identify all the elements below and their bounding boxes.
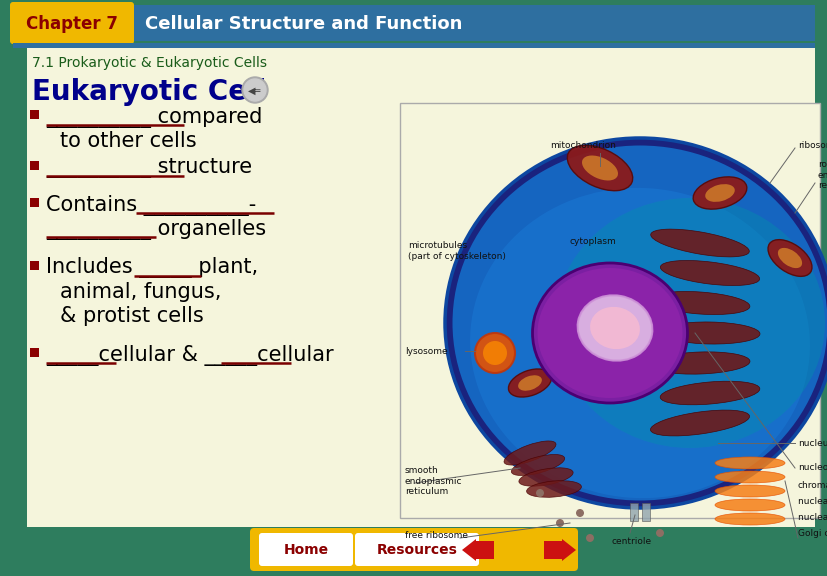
Text: animal, fungus,: animal, fungus, bbox=[60, 282, 221, 302]
Ellipse shape bbox=[650, 229, 748, 257]
Ellipse shape bbox=[777, 248, 801, 268]
Ellipse shape bbox=[705, 184, 734, 202]
Bar bbox=[30, 161, 39, 170]
Text: Golgi complex: Golgi complex bbox=[797, 529, 827, 537]
Ellipse shape bbox=[649, 352, 749, 374]
Ellipse shape bbox=[537, 268, 681, 398]
FancyBboxPatch shape bbox=[10, 2, 134, 44]
Ellipse shape bbox=[715, 499, 784, 511]
Ellipse shape bbox=[526, 481, 581, 497]
Ellipse shape bbox=[508, 369, 551, 397]
Circle shape bbox=[475, 333, 514, 373]
Circle shape bbox=[576, 509, 583, 517]
Text: centriole: centriole bbox=[611, 536, 652, 545]
FancyBboxPatch shape bbox=[355, 533, 479, 566]
Ellipse shape bbox=[649, 291, 749, 314]
Ellipse shape bbox=[518, 376, 541, 391]
Text: nucleolus: nucleolus bbox=[797, 464, 827, 472]
Bar bbox=[30, 261, 39, 270]
Text: nucleus: nucleus bbox=[797, 438, 827, 448]
Text: free ribosome: free ribosome bbox=[404, 532, 467, 540]
Ellipse shape bbox=[577, 295, 652, 361]
Ellipse shape bbox=[581, 156, 617, 180]
Bar bbox=[629, 503, 638, 521]
FancyArrow shape bbox=[543, 539, 576, 561]
Circle shape bbox=[586, 534, 593, 542]
Ellipse shape bbox=[767, 240, 811, 276]
Text: nuclear pore: nuclear pore bbox=[797, 497, 827, 506]
Text: lysosome: lysosome bbox=[404, 347, 447, 355]
Ellipse shape bbox=[452, 146, 826, 501]
Ellipse shape bbox=[659, 381, 759, 405]
Circle shape bbox=[655, 529, 663, 537]
Bar bbox=[30, 198, 39, 207]
Bar bbox=[30, 110, 39, 119]
Text: chromatin: chromatin bbox=[797, 480, 827, 490]
Text: & protist cells: & protist cells bbox=[60, 306, 203, 326]
FancyBboxPatch shape bbox=[4, 4, 823, 572]
Ellipse shape bbox=[692, 177, 746, 209]
Bar bbox=[13, 43, 814, 48]
Text: to other cells: to other cells bbox=[60, 131, 196, 151]
Ellipse shape bbox=[659, 322, 759, 344]
Text: mitochondrion: mitochondrion bbox=[549, 141, 615, 150]
Ellipse shape bbox=[715, 471, 784, 483]
Text: smooth
endoplasmic
reticulum: smooth endoplasmic reticulum bbox=[404, 467, 462, 495]
Bar bbox=[13, 527, 814, 572]
Text: Home: Home bbox=[283, 543, 328, 557]
Text: Resources: Resources bbox=[376, 543, 457, 557]
Ellipse shape bbox=[660, 260, 758, 286]
Circle shape bbox=[241, 77, 268, 103]
Bar bbox=[13, 43, 814, 527]
Bar bbox=[30, 348, 39, 357]
Ellipse shape bbox=[470, 188, 809, 498]
Ellipse shape bbox=[554, 198, 824, 448]
Text: Cellular Structure and Function: Cellular Structure and Function bbox=[145, 15, 461, 33]
Circle shape bbox=[535, 489, 543, 497]
FancyArrow shape bbox=[461, 539, 494, 561]
Ellipse shape bbox=[511, 454, 564, 476]
FancyBboxPatch shape bbox=[259, 533, 352, 566]
Ellipse shape bbox=[715, 513, 784, 525]
Text: Includes _____ plant,: Includes _____ plant, bbox=[46, 257, 258, 279]
Text: _____cellular & _____cellular: _____cellular & _____cellular bbox=[46, 344, 333, 366]
Circle shape bbox=[555, 519, 563, 527]
Text: 7.1 Prokaryotic & Eukaryotic Cells: 7.1 Prokaryotic & Eukaryotic Cells bbox=[32, 56, 266, 70]
Bar bbox=[134, 5, 814, 41]
Text: ◀═: ◀═ bbox=[248, 86, 261, 96]
Circle shape bbox=[482, 341, 506, 365]
Text: Contains __________-: Contains __________- bbox=[46, 195, 256, 215]
FancyBboxPatch shape bbox=[250, 528, 577, 571]
Bar bbox=[399, 103, 819, 518]
Text: __________ compared: __________ compared bbox=[46, 107, 262, 127]
Ellipse shape bbox=[590, 307, 639, 349]
Bar bbox=[13, 48, 27, 527]
Ellipse shape bbox=[715, 457, 784, 469]
Text: nuclear envelope: nuclear envelope bbox=[797, 513, 827, 521]
Text: __________ organelles: __________ organelles bbox=[46, 218, 265, 240]
Text: Chapter 7: Chapter 7 bbox=[26, 15, 118, 33]
Ellipse shape bbox=[715, 485, 784, 497]
Text: cytoplasm: cytoplasm bbox=[569, 237, 616, 245]
Ellipse shape bbox=[504, 441, 555, 465]
Ellipse shape bbox=[444, 138, 827, 508]
Text: Eukaryotic Cell: Eukaryotic Cell bbox=[32, 78, 266, 106]
Ellipse shape bbox=[519, 468, 572, 486]
Ellipse shape bbox=[532, 263, 686, 403]
Text: ribosome: ribosome bbox=[797, 141, 827, 150]
Text: microtubules
(part of cytoskeleton): microtubules (part of cytoskeleton) bbox=[408, 241, 505, 260]
Ellipse shape bbox=[650, 410, 748, 436]
Bar bbox=[641, 503, 649, 521]
Text: __________ structure: __________ structure bbox=[46, 158, 251, 178]
Text: rough
endoplasmic
reticulum: rough endoplasmic reticulum bbox=[817, 161, 827, 190]
Circle shape bbox=[244, 79, 265, 101]
Ellipse shape bbox=[566, 145, 632, 191]
